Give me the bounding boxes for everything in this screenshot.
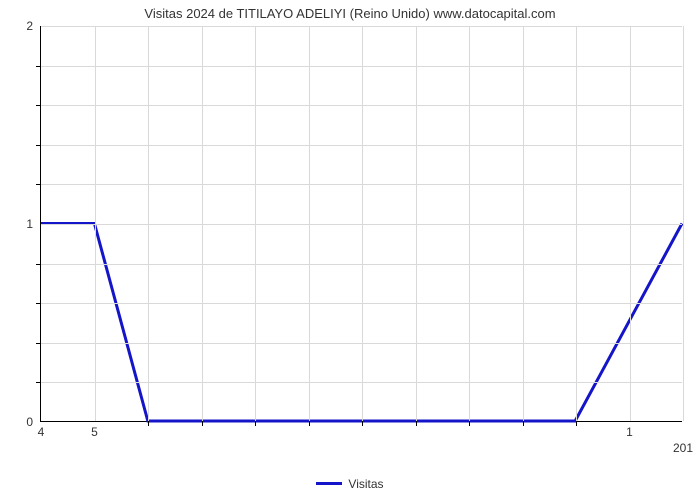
y-minor-tick	[36, 343, 41, 344]
y-minor-tick	[36, 382, 41, 383]
y-tick-label: 1	[26, 217, 33, 231]
x-minor-tick	[576, 421, 577, 426]
grid-line-horizontal	[41, 105, 682, 106]
x-minor-tick	[202, 421, 203, 426]
grid-line-horizontal	[41, 66, 682, 67]
plot-area: 012451201	[40, 26, 682, 422]
y-minor-tick	[36, 66, 41, 67]
grid-line-horizontal	[41, 184, 682, 185]
y-tick-label: 2	[26, 19, 33, 33]
x-minor-tick	[362, 421, 363, 426]
y-minor-tick	[36, 264, 41, 265]
y-minor-tick	[36, 303, 41, 304]
grid-line-horizontal	[41, 382, 682, 383]
grid-line-horizontal	[41, 264, 682, 265]
legend: Visitas	[0, 476, 700, 491]
x-minor-tick	[309, 421, 310, 426]
x-minor-tick	[416, 421, 417, 426]
x-minor-tick	[523, 421, 524, 426]
x-tick-label: 4	[38, 425, 45, 439]
y-tick-label: 0	[26, 415, 33, 429]
legend-label: Visitas	[348, 477, 383, 491]
grid-line-horizontal	[41, 224, 682, 225]
grid-line-horizontal	[41, 26, 682, 27]
x-sub-label: 201	[673, 441, 693, 455]
grid-line-horizontal	[41, 343, 682, 344]
grid-line-horizontal	[41, 145, 682, 146]
y-minor-tick	[36, 184, 41, 185]
x-minor-tick	[469, 421, 470, 426]
y-minor-tick	[36, 145, 41, 146]
legend-swatch	[316, 482, 342, 485]
y-minor-tick	[36, 105, 41, 106]
grid-line-vertical	[683, 26, 684, 421]
x-minor-tick	[255, 421, 256, 426]
x-minor-tick	[148, 421, 149, 426]
x-tick-label: 5	[91, 425, 98, 439]
chart-title: Visitas 2024 de TITILAYO ADELIYI (Reino …	[0, 6, 700, 21]
grid-line-horizontal	[41, 303, 682, 304]
x-tick-label: 1	[626, 425, 633, 439]
